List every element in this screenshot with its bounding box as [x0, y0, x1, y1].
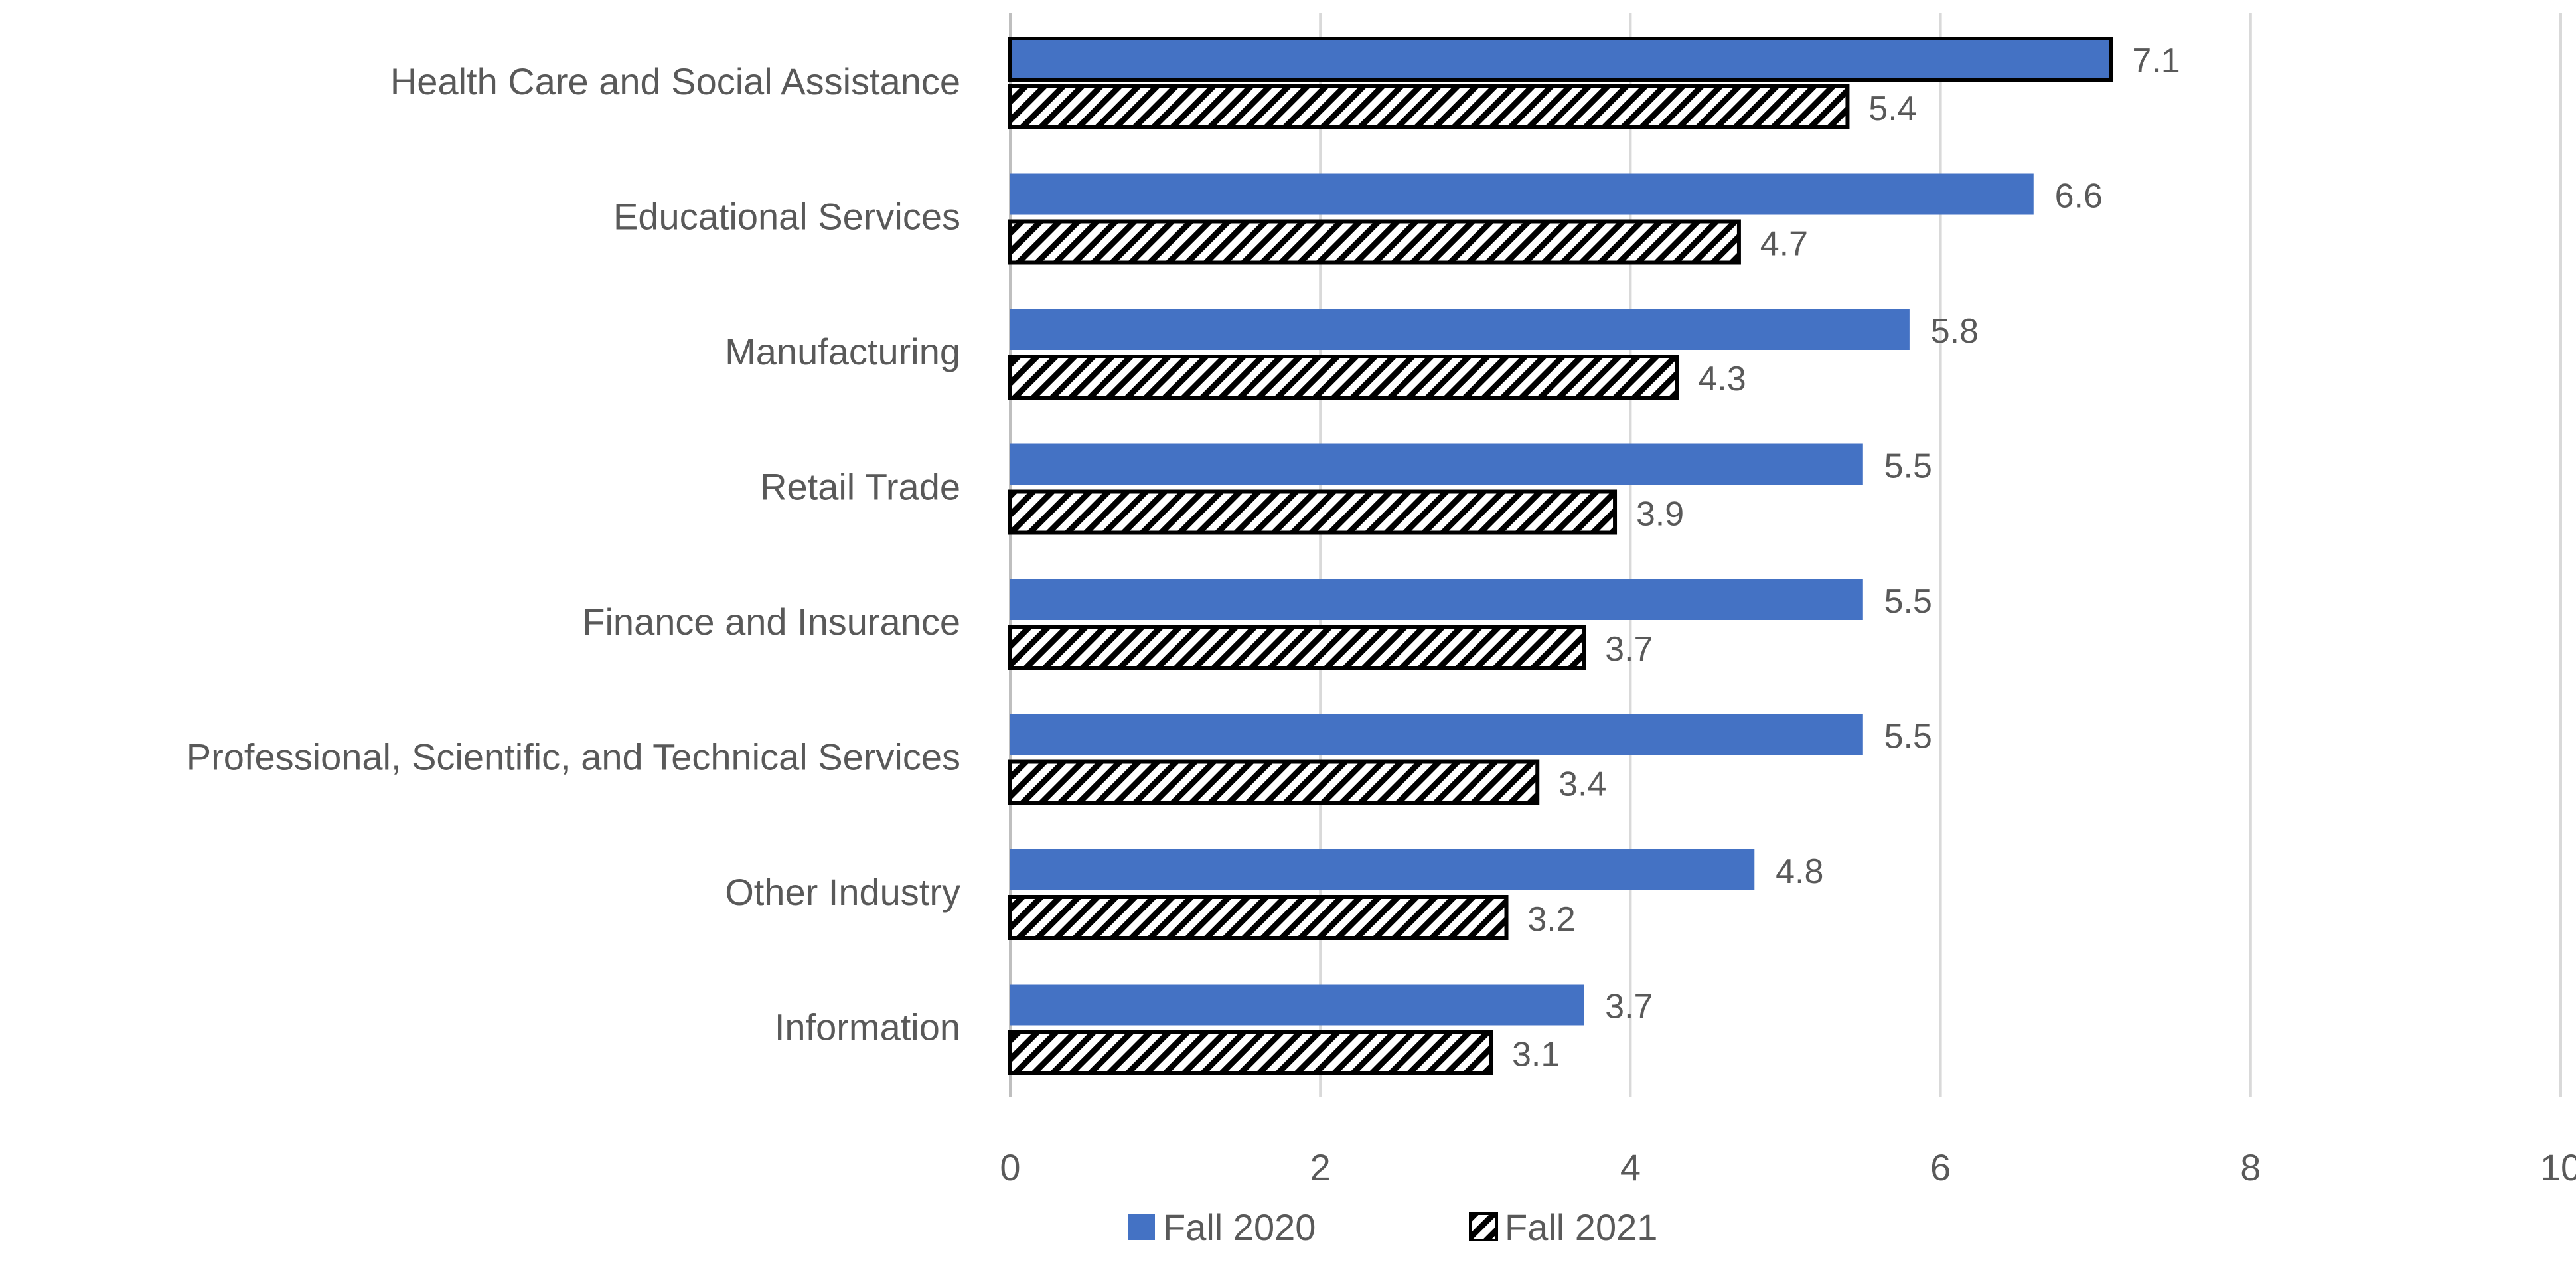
- x-tick-label-4: 4: [1620, 1147, 1641, 1188]
- legend-label-fall-2021: Fall 2021: [1505, 1206, 1657, 1248]
- category-label-educational-services: Educational Services: [613, 196, 960, 238]
- data-label-fall-2021-retail-trade: 3.9: [1636, 495, 1684, 534]
- category-label-other-industry: Other Industry: [725, 871, 960, 913]
- data-label-fall-2021-educational-services: 4.7: [1760, 225, 1808, 264]
- bar-fall-2021-educational-services: [1008, 219, 1741, 265]
- bar-fall-2020-manufacturing: [1010, 309, 1910, 350]
- x-tick-label-0: 0: [1000, 1147, 1020, 1188]
- bar-fall-2020-educational-services: [1010, 173, 2034, 215]
- legend-swatch-fall-2021: [1469, 1212, 1498, 1241]
- data-label-fall-2021-health-care-and-social-assistance: 5.4: [1868, 90, 1916, 128]
- data-label-fall-2021-information: 3.1: [1512, 1036, 1560, 1074]
- bar-fall-2021-manufacturing: [1008, 355, 1679, 400]
- data-label-fall-2020-professional-scientific-and-technical-services: 5.5: [1884, 718, 1932, 756]
- category-label-finance-and-insurance: Finance and Insurance: [582, 601, 960, 643]
- data-label-fall-2020-health-care-and-social-assistance: 7.1: [2132, 42, 2180, 80]
- data-label-fall-2021-manufacturing: 4.3: [1698, 360, 1746, 398]
- bar-fall-2020-other-industry: [1010, 849, 1755, 890]
- data-label-fall-2021-finance-and-insurance: 3.7: [1605, 630, 1653, 669]
- data-label-fall-2021-professional-scientific-and-technical-services: 3.4: [1558, 765, 1606, 804]
- category-label-information: Information: [775, 1006, 960, 1048]
- bar-fall-2021-health-care-and-social-assistance: [1008, 84, 1850, 129]
- category-label-manufacturing: Manufacturing: [725, 331, 960, 372]
- x-tick-label-2: 2: [1310, 1147, 1331, 1188]
- bar-fall-2021-information: [1008, 1030, 1493, 1075]
- legend-swatch-fall-2020: [1128, 1214, 1155, 1240]
- bar-fall-2020-information: [1010, 984, 1584, 1026]
- bar-fall-2020-professional-scientific-and-technical-services: [1010, 714, 1863, 755]
- bar-fall-2021-other-industry: [1008, 895, 1509, 940]
- bar-fall-2021-finance-and-insurance: [1008, 625, 1586, 670]
- x-tick-label-10: 10: [2540, 1147, 2576, 1188]
- data-label-fall-2020-educational-services: 6.6: [2055, 177, 2103, 216]
- data-label-fall-2020-information: 3.7: [1605, 988, 1653, 1026]
- data-label-fall-2021-other-industry: 3.2: [1527, 900, 1575, 939]
- bar-fall-2020-retail-trade: [1010, 443, 1863, 485]
- labels: 0 2 4 6 8 10 Health Care and Social Assistance…: [187, 42, 2576, 1188]
- data-label-fall-2020-other-industry: 4.8: [1776, 852, 1823, 891]
- data-label-fall-2020-finance-and-insurance: 5.5: [1884, 582, 1932, 621]
- legend: Fall 2020 Fall 2021: [1128, 1206, 1657, 1248]
- x-tick-label-6: 6: [1930, 1147, 1951, 1188]
- legend-label-fall-2020: Fall 2020: [1163, 1206, 1316, 1248]
- data-label-fall-2020-retail-trade: 5.5: [1884, 447, 1932, 486]
- bar-fall-2020-health-care-and-social-assistance: [1008, 37, 2113, 82]
- bar-fall-2020-finance-and-insurance: [1010, 579, 1863, 620]
- bar-fall-2021-professional-scientific-and-technical-services: [1008, 759, 1540, 805]
- category-label-health-care-and-social-assistance: Health Care and Social Assistance: [390, 60, 960, 102]
- bar-fall-2021-retail-trade: [1008, 489, 1618, 535]
- category-label-professional-scientific-and-technical-services: Professional, Scientific, and Technical …: [187, 736, 960, 778]
- bars: [1008, 37, 2113, 1075]
- data-label-fall-2020-manufacturing: 5.8: [1931, 312, 1979, 351]
- category-label-retail-trade: Retail Trade: [760, 466, 960, 508]
- x-tick-label-8: 8: [2240, 1147, 2261, 1188]
